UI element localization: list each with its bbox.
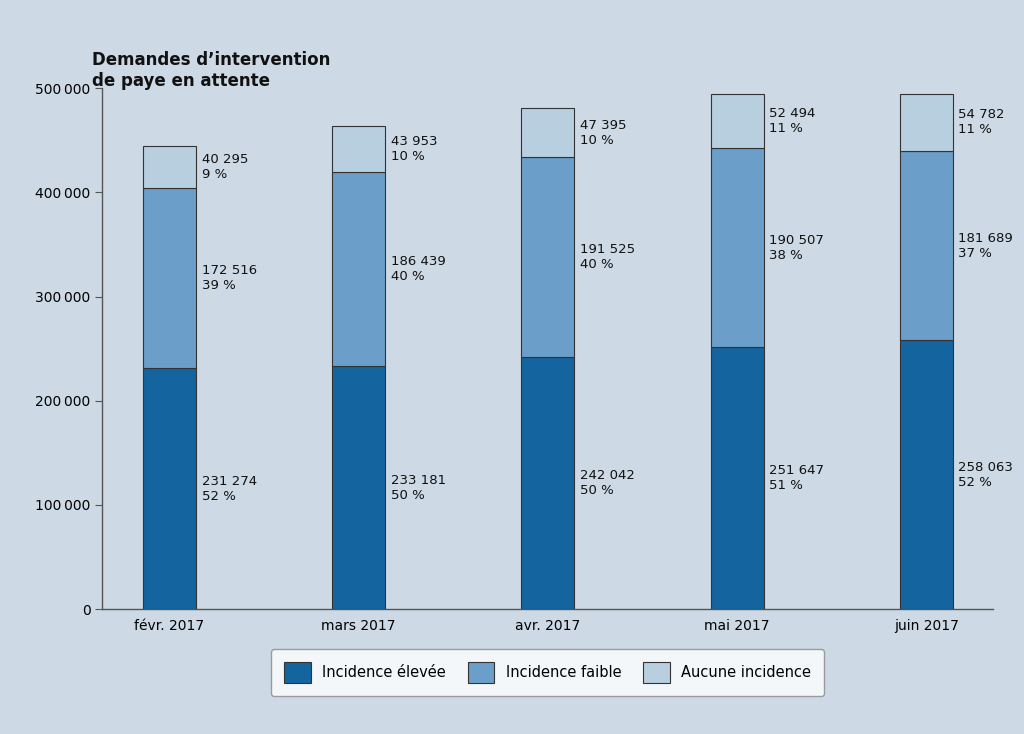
Text: 191 525
40 %: 191 525 40 %: [580, 243, 635, 271]
Bar: [143, 146, 196, 189]
Text: 43 953
10 %: 43 953 10 %: [391, 135, 437, 163]
Bar: [143, 189, 196, 368]
Bar: [521, 108, 574, 157]
Bar: [332, 366, 385, 609]
Bar: [900, 151, 952, 341]
Text: 47 395
10 %: 47 395 10 %: [580, 119, 627, 147]
Text: 52 494
11 %: 52 494 11 %: [769, 107, 815, 135]
Text: Demandes d’intervention
de paye en attente: Demandes d’intervention de paye en atten…: [92, 51, 331, 90]
Text: 190 507
38 %: 190 507 38 %: [769, 233, 824, 261]
Bar: [711, 148, 764, 347]
Bar: [711, 94, 764, 148]
Text: 231 274
52 %: 231 274 52 %: [202, 475, 257, 503]
Text: 242 042
50 %: 242 042 50 %: [580, 469, 635, 497]
Bar: [521, 157, 574, 357]
Text: 251 647
51 %: 251 647 51 %: [769, 464, 824, 492]
Bar: [332, 126, 385, 172]
Bar: [900, 341, 952, 609]
Text: 172 516
39 %: 172 516 39 %: [202, 264, 257, 292]
Bar: [521, 357, 574, 609]
Text: 54 782
11 %: 54 782 11 %: [958, 109, 1005, 137]
Text: 181 689
37 %: 181 689 37 %: [958, 231, 1013, 260]
Bar: [332, 172, 385, 366]
Legend: Incidence élevée, Incidence faible, Aucune incidence: Incidence élevée, Incidence faible, Aucu…: [271, 649, 824, 696]
Bar: [900, 94, 952, 151]
Text: 40 295
9 %: 40 295 9 %: [202, 153, 248, 181]
Bar: [711, 347, 764, 609]
Text: 258 063
52 %: 258 063 52 %: [958, 461, 1014, 489]
Bar: [143, 368, 196, 609]
Text: 186 439
40 %: 186 439 40 %: [391, 255, 445, 283]
Text: 233 181
50 %: 233 181 50 %: [391, 473, 445, 502]
